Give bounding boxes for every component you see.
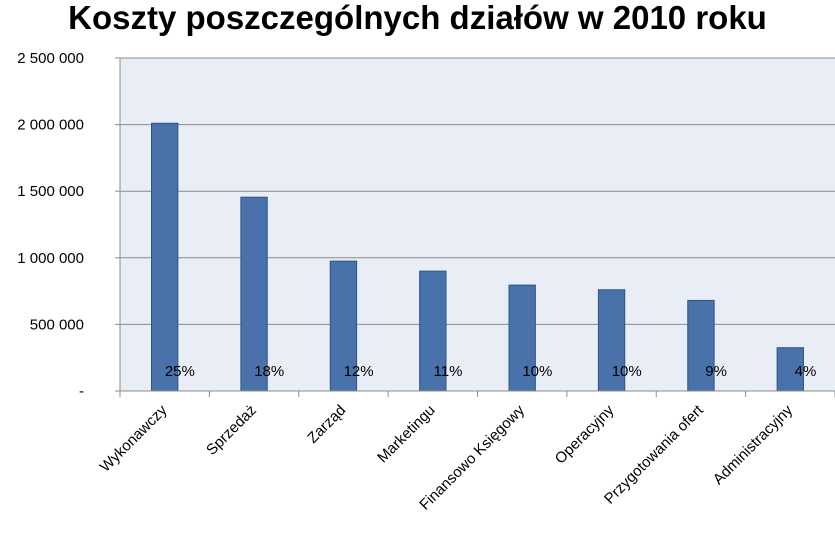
data-label: 11% [434,363,463,380]
data-label: 4% [795,363,817,380]
x-tick-label: Marketingu [374,402,438,466]
x-axis: Wykonawczy Sprzedaż Zarząd MarketinguFinans… [97,390,835,513]
bar [419,270,447,392]
bar [240,196,268,392]
plot-area [120,58,835,391]
y-tick-label: 500 000 [30,316,84,333]
y-tick-label: 1 000 000 [17,250,84,267]
bar [329,260,358,392]
data-label: 25% [165,363,195,380]
gridlines [120,57,835,325]
y-tick-label: 2 500 000 [17,50,84,67]
data-label: 18% [254,363,284,380]
y-tick-label: - [79,383,84,400]
data-label: 12% [344,363,374,380]
y-axis: - 500 000 1 000 000 1 500 000 2 000 000 2 500… [17,50,121,400]
x-tick-label: Zarząd [304,402,349,447]
x-tick-label: Administracyjny [710,401,797,488]
data-label: 9% [705,363,727,380]
data-label: 10% [612,363,642,380]
data-label: 10% [522,363,552,380]
bars [151,122,804,392]
y-tick-label: 1 500 000 [17,183,84,200]
bar [776,347,804,392]
x-tick-label: Sprzedaż [203,402,260,459]
x-tick-label: Operacyjny [552,401,618,467]
x-tick-label: Wykonawczy [97,401,171,475]
data-labels: 25% 18% 12% 11% 10% 10% 9% 4% [165,363,816,380]
x-tick-label: Przygotowania ofert [601,401,707,507]
bar [151,122,179,392]
chart-title: Koszty poszczególnych działów w 2010 rok… [68,0,767,36]
y-tick-label: 2 000 000 [17,117,84,134]
